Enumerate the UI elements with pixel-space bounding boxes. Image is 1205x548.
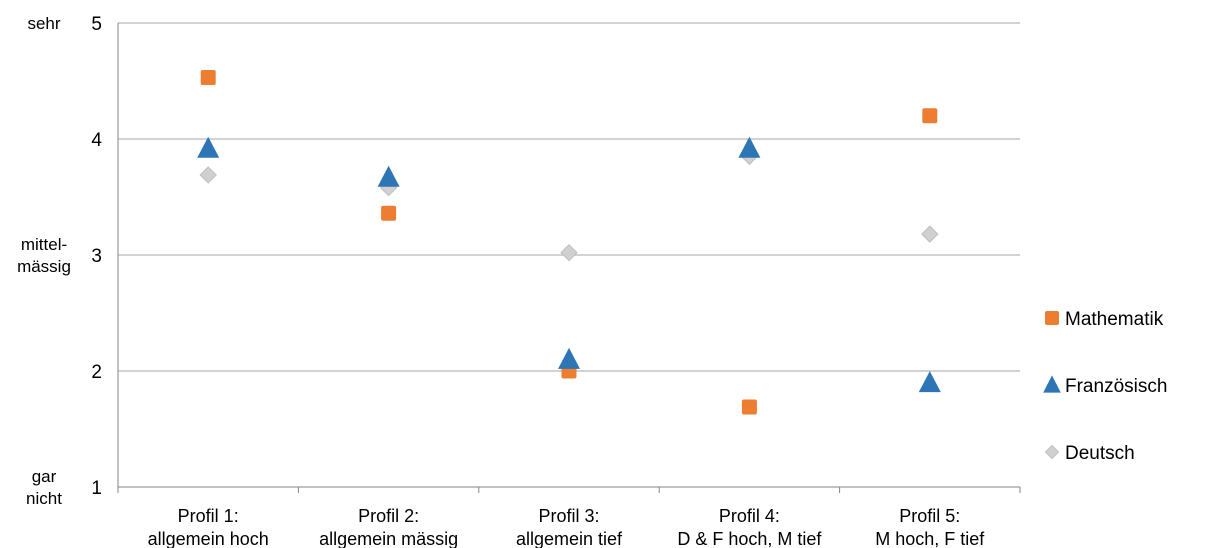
- point-mathematik: [200, 70, 216, 86]
- y-tick-label: 4: [91, 130, 102, 151]
- x-category-label: Profil 1:: [178, 506, 239, 526]
- y-verbal-label: sehr: [27, 14, 60, 33]
- point-franzoesisch: [197, 136, 220, 158]
- legend-marker: [1044, 444, 1060, 460]
- point-mathematik: [381, 205, 397, 221]
- point-mathematik: [922, 108, 938, 124]
- point-deutsch: [560, 243, 578, 262]
- legend-marker: [1043, 375, 1061, 393]
- point-deutsch: [199, 166, 217, 184]
- point-franzoesisch: [738, 136, 761, 158]
- point-franzoesisch: [918, 371, 941, 393]
- x-category-label: Profil 4:: [719, 506, 780, 526]
- y-tick-label: 1: [91, 478, 102, 499]
- legend-label: Französisch: [1065, 376, 1167, 397]
- x-category-sublabel: allgemein mässig: [319, 529, 458, 548]
- y-verbal-label: nicht: [26, 489, 62, 508]
- legend-label: Mathematik: [1065, 309, 1164, 330]
- x-category-label: Profil 5:: [899, 506, 960, 526]
- x-category-sublabel: M hoch, F tief: [875, 529, 985, 548]
- x-category-sublabel: allgemein tief: [516, 529, 623, 548]
- x-category-sublabel: allgemein hoch: [148, 529, 269, 548]
- point-mathematik: [741, 399, 757, 415]
- y-tick-label: 3: [91, 246, 102, 267]
- y-tick-label: 5: [91, 14, 102, 35]
- legend-label: Deutsch: [1065, 443, 1135, 464]
- point-franzoesisch: [377, 165, 400, 187]
- point-franzoesisch: [558, 347, 580, 369]
- x-category-label: Profil 2:: [358, 506, 419, 526]
- y-verbal-label: mittel-: [21, 235, 67, 254]
- y-tick-label: 2: [91, 362, 102, 383]
- x-category-label: Profil 3:: [538, 506, 599, 526]
- x-category-sublabel: D & F hoch, M tief: [677, 529, 822, 548]
- legend-marker: [1045, 311, 1059, 325]
- y-verbal-label: mässig: [17, 257, 71, 276]
- point-deutsch: [921, 225, 939, 243]
- y-verbal-label: gar: [32, 467, 57, 486]
